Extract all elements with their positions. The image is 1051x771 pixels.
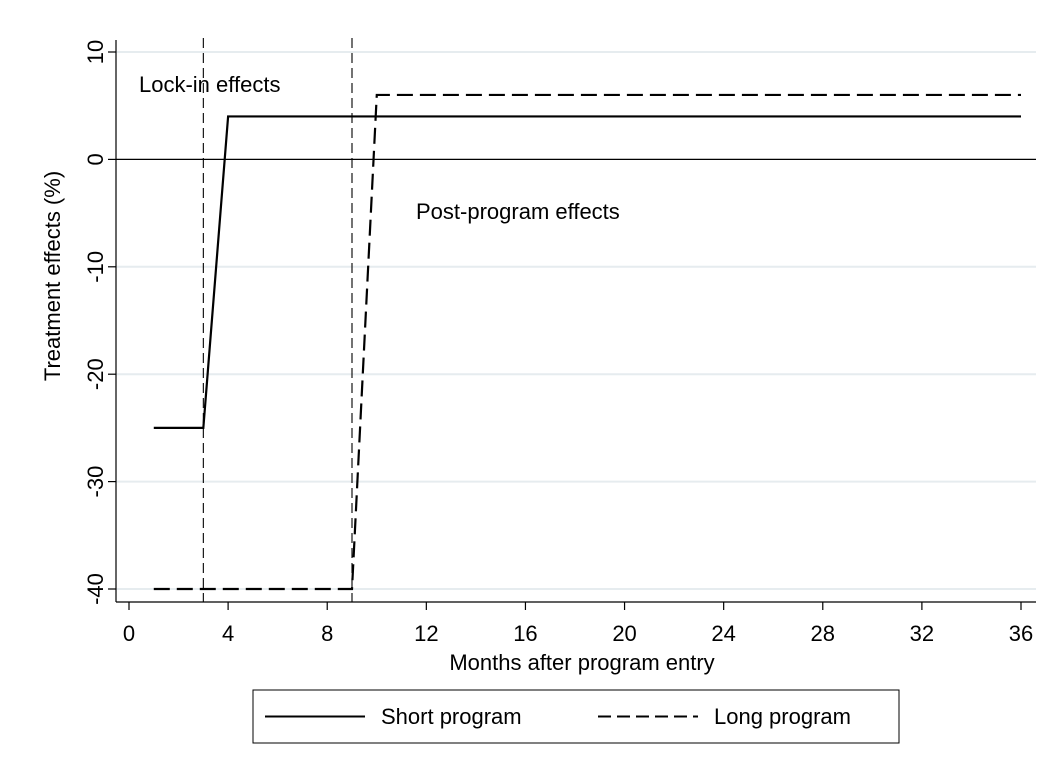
y-tick-label: 10: [83, 40, 108, 64]
annotation-post-program: Post-program effects: [416, 199, 620, 224]
series-line-short-program: [153, 115, 1021, 429]
x-tick-label: 12: [414, 621, 438, 646]
x-tick-label: 20: [612, 621, 636, 646]
legend: Short program Long program: [252, 689, 900, 744]
y-tick-label: -20: [83, 358, 108, 390]
y-tick-label: -10: [83, 251, 108, 283]
y-tick-label: -30: [83, 466, 108, 498]
annotations: Lock-in effects Post-program effects: [139, 72, 620, 224]
y-axis-label: Treatment effects (%): [40, 171, 65, 381]
x-tick-label: 4: [222, 621, 234, 646]
annotation-lock-in: Lock-in effects: [139, 72, 280, 97]
axes: Treatment effects (%) Months after progr…: [40, 40, 1036, 675]
x-tick-label: 0: [123, 621, 135, 646]
x-tick-label: 36: [1009, 621, 1033, 646]
x-tick-label: 32: [910, 621, 934, 646]
y-tick-label: 0: [83, 153, 108, 165]
x-tick-label: 24: [711, 621, 735, 646]
reference-lines: [116, 38, 1036, 602]
x-tick-label: 28: [811, 621, 835, 646]
x-tick-label: 16: [513, 621, 537, 646]
x-axis-label: Months after program entry: [449, 650, 714, 675]
y-tick-label: -40: [83, 573, 108, 605]
legend-label-long: Long program: [714, 704, 851, 729]
series-line-long-program: [153, 93, 1021, 591]
legend-label-short: Short program: [381, 704, 522, 729]
x-tick-label: 8: [321, 621, 333, 646]
series-layer: [153, 93, 1021, 591]
